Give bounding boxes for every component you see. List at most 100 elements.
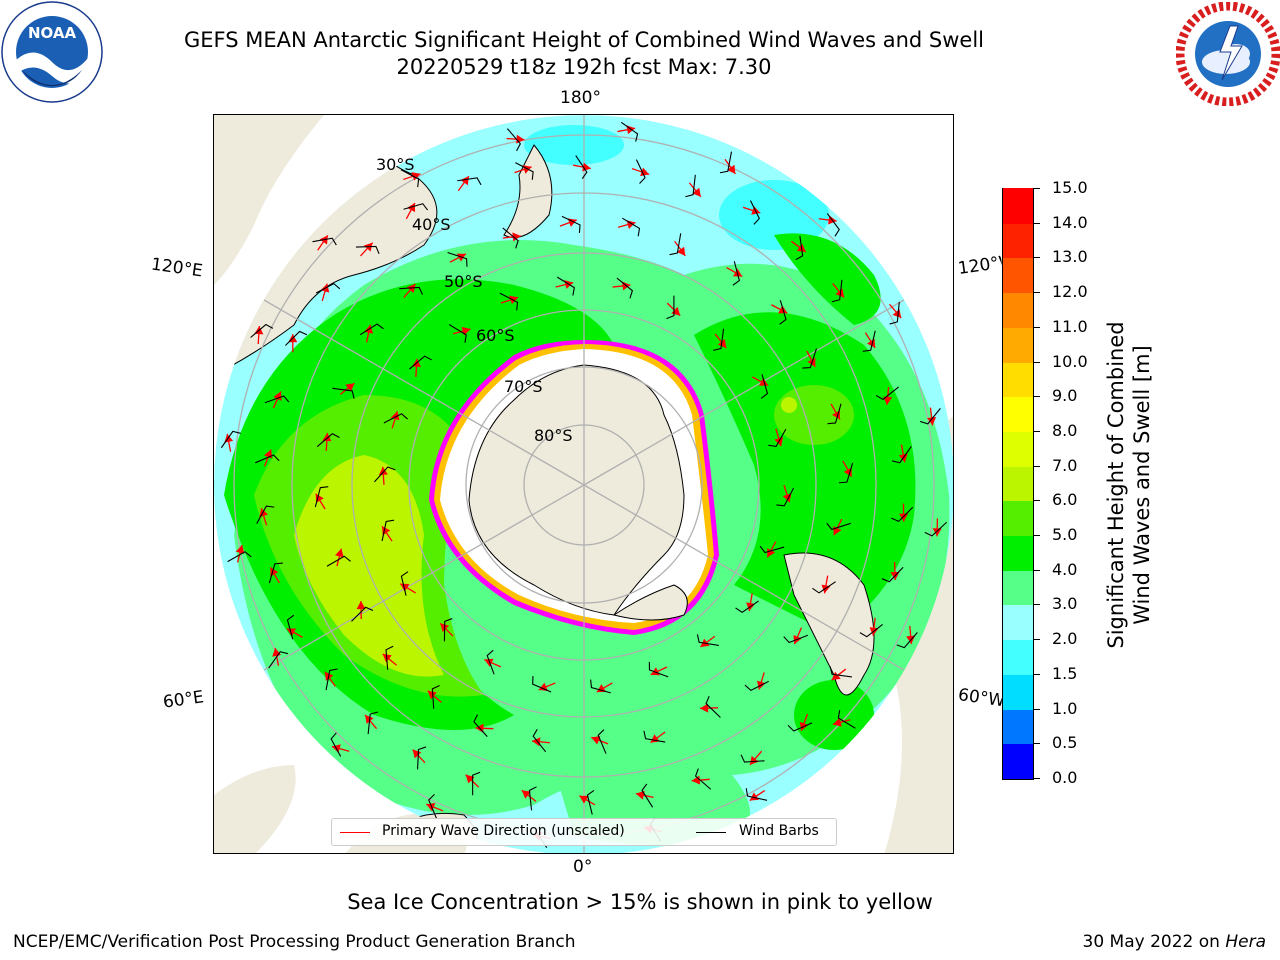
wind-barb xyxy=(532,676,552,693)
wave-arrow xyxy=(688,182,702,198)
wind-barb xyxy=(776,487,795,507)
legend-wave-label: Primary Wave Direction (unscaled) xyxy=(382,823,625,839)
wind-barb xyxy=(831,279,843,303)
wind-barb xyxy=(254,454,280,464)
colorbar-tick-label: 4.0 xyxy=(1052,559,1078,579)
wind-barb xyxy=(812,581,836,594)
wave-arrow xyxy=(426,802,444,812)
wind-barb xyxy=(227,551,252,563)
colorbar-tick-label: 7.0 xyxy=(1052,455,1078,475)
wind-barb xyxy=(374,466,396,483)
wind-barb xyxy=(643,730,666,743)
wave-arrow xyxy=(538,682,556,691)
wave-arrow xyxy=(932,518,942,537)
wind-barb xyxy=(827,403,842,425)
map-legend: Primary Wave Direction (unscaled) Wind B… xyxy=(331,818,837,846)
wave-arrow xyxy=(335,548,344,567)
colorbar-tick-label: 6.0 xyxy=(1052,490,1078,510)
wind-barb xyxy=(760,374,769,399)
colorbar-tick-mark xyxy=(1033,188,1040,189)
colorbar-tick-label: 0.5 xyxy=(1052,733,1078,753)
wave-arrow xyxy=(356,601,366,620)
wind-barb xyxy=(403,203,429,211)
lon-label-120w: 120°W xyxy=(956,253,1004,279)
wind-barb xyxy=(315,282,341,294)
polar-map: 30°S 40°S 50°S 60°S 70°S 80°S xyxy=(214,115,953,853)
colorbar-tick-label: 12.0 xyxy=(1052,282,1088,302)
wind-barb xyxy=(875,386,899,401)
colorbar-segment xyxy=(1003,743,1033,779)
wind-barb xyxy=(385,645,394,670)
credit-text: NCEP/EMC/Verification Post Processing Pr… xyxy=(13,932,576,952)
wave-arrow xyxy=(272,391,282,409)
map-panel: 30°S 40°S 50°S 60°S 70°S 80°S xyxy=(213,114,954,854)
wind-barb xyxy=(586,789,595,815)
colorbar-segment xyxy=(1003,361,1033,398)
wind-barb xyxy=(862,330,876,352)
colorbar-tick-mark xyxy=(1033,465,1040,467)
sea-ice-note: Sea Ice Concentration > 15% is shown in … xyxy=(347,890,933,914)
colorbar-tick-label: 3.0 xyxy=(1052,594,1078,614)
wind-barb xyxy=(891,506,914,522)
wave-arrow xyxy=(378,466,388,485)
colorbar-tick-label: 1.0 xyxy=(1052,698,1078,718)
wind-barb xyxy=(768,428,787,447)
colorbar-segment xyxy=(1003,570,1033,606)
run-date: 30 May 2022 on Hera xyxy=(1082,932,1267,952)
wind-barb xyxy=(635,159,646,184)
wave-arrow xyxy=(631,167,650,177)
wind-barb xyxy=(506,128,521,152)
colorbar-tick-label: 2.0 xyxy=(1052,629,1078,649)
wind-barb xyxy=(499,292,519,311)
colorbar-tick-mark xyxy=(1033,535,1040,537)
wave-arrow xyxy=(832,717,851,727)
wind-barb xyxy=(532,729,547,753)
lat-label-30s: 30°S xyxy=(376,155,415,174)
colorbar-tick-label: 5.0 xyxy=(1052,525,1078,545)
colorbar-tick-mark xyxy=(1033,604,1040,606)
wind-barb xyxy=(732,261,740,286)
wind-barb xyxy=(924,521,948,537)
colorbar-label: Significant Height of Combined Wind Wave… xyxy=(1104,321,1154,649)
colorbar-segment xyxy=(1003,466,1033,502)
wave-arrow xyxy=(322,432,332,451)
wave-arrow xyxy=(339,382,355,395)
colorbar-tick-mark xyxy=(1033,396,1040,398)
wind-barb xyxy=(669,233,682,256)
wind-barb xyxy=(351,606,374,622)
wind-barb xyxy=(597,729,607,754)
colorbar-segment xyxy=(1003,500,1033,537)
lat-label-80s: 80°S xyxy=(534,426,573,445)
colorbar-tick-label: 9.0 xyxy=(1052,386,1078,406)
wind-barb xyxy=(250,323,274,338)
wind-barb xyxy=(616,277,634,299)
colorbar-tick-mark xyxy=(1033,639,1040,641)
colorbar-segment xyxy=(1003,604,1033,641)
colorbar-tick-mark xyxy=(1033,569,1040,571)
colorbar-tick-label: 13.0 xyxy=(1052,247,1088,267)
legend-wave-swatch xyxy=(340,832,370,833)
colorbar-segment xyxy=(1003,257,1033,294)
wave-arrow xyxy=(766,541,777,558)
wave-arrow xyxy=(927,407,937,426)
wind-barb xyxy=(859,624,883,638)
colorbar-tick-mark xyxy=(1033,222,1040,224)
wind-barb xyxy=(383,413,408,424)
wave-arrow xyxy=(457,175,470,192)
wind-barb xyxy=(694,768,712,790)
chart-title: GEFS MEAN Antarctic Significant Height o… xyxy=(183,28,985,52)
colorbar-tick-mark xyxy=(1033,326,1040,328)
wind-barb xyxy=(355,245,380,254)
wind-barb xyxy=(735,600,759,614)
wind-barb xyxy=(719,151,733,174)
colorbar-segment xyxy=(1003,327,1033,363)
wave-arrow xyxy=(531,737,550,747)
wind-barb xyxy=(443,618,453,642)
lon-label-120e: 120°E xyxy=(149,254,204,282)
wind-barb xyxy=(286,614,295,640)
wind-barb xyxy=(220,430,241,449)
colorbar-tick-mark xyxy=(1033,500,1040,502)
colorbar-tick-mark xyxy=(1033,257,1040,259)
colorbar-tick-label: 11.0 xyxy=(1052,316,1088,336)
wind-barb xyxy=(486,649,495,675)
